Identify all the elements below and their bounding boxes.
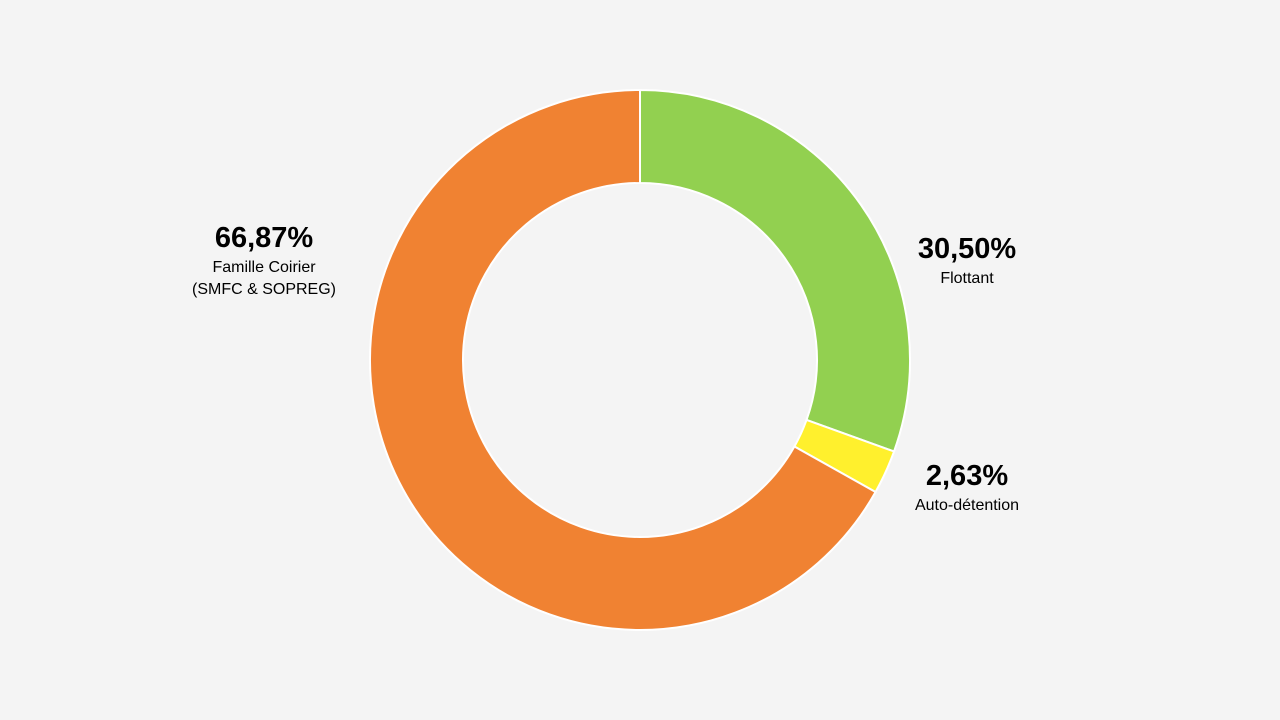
donut-slices [369,88,911,631]
slice-value-label: 30,50% [918,233,1017,265]
slice-value-label: 2,63% [926,460,1008,492]
slice-value-label: 66,87% [215,222,314,254]
donut-slice-2 [369,88,877,631]
slice-labels: 30,50% Flottant 2,63% Auto-détention 66,87% F… [192,222,1019,514]
slice-category-label: Auto-détention [915,497,1019,514]
donut-slice-0 [639,88,911,453]
slice-category-label: Flottant [940,270,994,287]
slice-category-label: Famille Coirier [212,259,316,276]
slice-category-label: (SMFC & SOPREG) [192,281,336,298]
